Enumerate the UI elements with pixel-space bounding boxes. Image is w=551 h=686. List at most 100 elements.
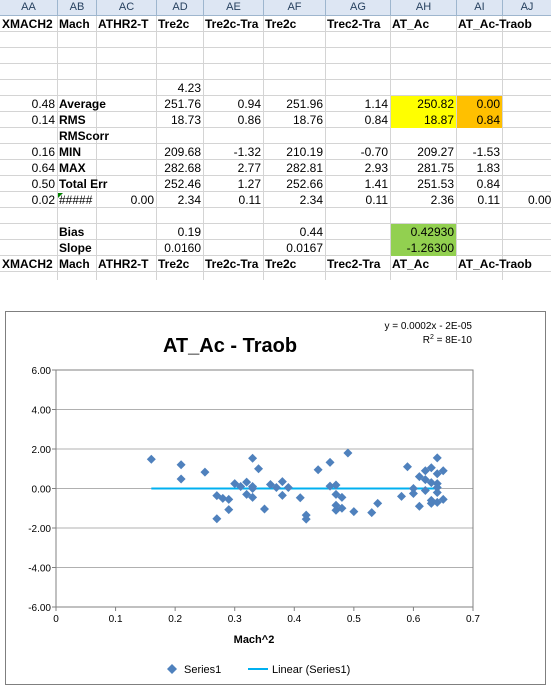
cell-ag6[interactable]: 1.14	[364, 97, 388, 111]
cell-ah6[interactable]: 250.82	[391, 96, 456, 112]
cell-aa7[interactable]: 0.14	[31, 113, 55, 127]
cell-ab10[interactable]: MAX	[59, 161, 86, 175]
cell-ag16[interactable]: Trec2-Tra	[327, 257, 381, 271]
cell-ae11[interactable]: 1.27	[237, 177, 261, 191]
cell-ad15[interactable]: 0.0160	[164, 241, 201, 255]
col-header-af[interactable]: AF	[264, 0, 326, 15]
cell-aj12[interactable]: 0.00	[528, 193, 551, 207]
cell-ag11[interactable]: 1.41	[364, 177, 388, 191]
cell-ai11[interactable]: 0.84	[476, 177, 500, 191]
cell-ah7[interactable]: 18.87	[391, 112, 456, 128]
cell-aa11[interactable]: 0.50	[31, 177, 55, 191]
cell-ab11[interactable]: Total Err	[59, 177, 108, 191]
cell-af14[interactable]: 0.44	[299, 225, 323, 239]
cell-ab12[interactable]: #####	[59, 193, 93, 207]
cell-ah14[interactable]: 0.42930	[391, 224, 456, 240]
cell-ag1[interactable]: Trec2-Tra	[327, 17, 381, 31]
spreadsheet-grid[interactable]	[0, 16, 551, 280]
cell-ab16[interactable]: Mach	[59, 257, 90, 271]
cell-af9[interactable]: 210.19	[286, 145, 323, 159]
cell-ai16[interactable]: AT_Ac-Traob	[458, 257, 532, 271]
cell-aa12[interactable]: 0.02	[31, 193, 55, 207]
cell-af7[interactable]: 18.76	[292, 113, 323, 127]
cell-aa6[interactable]: 0.48	[31, 97, 55, 111]
chart-container[interactable]: AT_Ac - Traob y = 0.0002x - 2E-05 R2 = 8…	[5, 311, 546, 685]
col-header-ab[interactable]: AB	[58, 0, 97, 15]
cell-ad9[interactable]: 209.68	[164, 145, 201, 159]
cell-ad11[interactable]: 252.46	[164, 177, 201, 191]
cell-ab6[interactable]: Average	[59, 97, 106, 111]
data-point	[408, 488, 418, 498]
cell-ad5[interactable]: 4.23	[177, 81, 201, 95]
data-point	[224, 494, 234, 504]
data-point	[331, 480, 341, 490]
cell-af12[interactable]: 2.34	[299, 193, 323, 207]
col-header-aj[interactable]: AJ	[520, 1, 534, 13]
cell-ag10[interactable]: 2.93	[364, 161, 388, 175]
cell-ae7[interactable]: 0.86	[237, 113, 261, 127]
cell-ah16[interactable]: AT_Ac	[392, 257, 430, 271]
cell-ae1[interactable]: Tre2c-Tra	[205, 17, 259, 31]
cell-aa10[interactable]: 0.64	[31, 161, 55, 175]
cell-ai9[interactable]: -1.53	[472, 145, 500, 159]
cell-af16[interactable]: Tre2c	[265, 257, 297, 271]
col-header-ad[interactable]: AD	[157, 0, 204, 15]
cell-aa9[interactable]: 0.16	[31, 145, 55, 159]
cell-ae16[interactable]: Tre2c-Tra	[205, 257, 259, 271]
cell-ab14[interactable]: Bias	[59, 225, 85, 239]
cell-ac16[interactable]: ATHR2-T	[98, 257, 149, 271]
cell-ab9[interactable]: MIN	[59, 145, 81, 159]
cell-ae10[interactable]: 2.77	[237, 161, 261, 175]
cell-ae6[interactable]: 0.94	[237, 97, 261, 111]
scatter-chart[interactable]: AT_Ac - Traob y = 0.0002x - 2E-05 R2 = 8…	[6, 312, 545, 684]
cell-ab8[interactable]: RMScorr	[59, 129, 110, 143]
cell-ah15[interactable]: -1.26300	[391, 240, 456, 256]
cell-ae12[interactable]: 0.11	[238, 193, 261, 207]
cell-ac1[interactable]: ATHR2-T	[98, 17, 149, 31]
col-header-ai[interactable]: AI	[457, 0, 503, 15]
cell-af1[interactable]: Tre2c	[265, 17, 297, 31]
col-header-ah[interactable]: AH	[391, 0, 457, 15]
cell-ai6[interactable]: 0.00	[457, 96, 502, 112]
cell-ag12[interactable]: 0.11	[365, 193, 388, 207]
cell-ae9[interactable]: -1.32	[233, 145, 261, 159]
cell-ad7[interactable]: 18.73	[170, 113, 201, 127]
cell-ah1[interactable]: AT_Ac	[392, 17, 430, 31]
cell-ad6[interactable]: 251.76	[164, 97, 201, 111]
cell-ab1[interactable]: Mach	[59, 17, 90, 31]
cell-ah9[interactable]: 209.27	[417, 145, 454, 159]
col-header-ae[interactable]: AE	[204, 0, 264, 15]
cell-aa16[interactable]: XMACH2	[2, 257, 53, 271]
legend-series-marker	[167, 664, 177, 674]
cell-ad14[interactable]: 0.19	[177, 225, 201, 239]
cell-af15[interactable]: 0.0167	[286, 241, 323, 255]
cell-ad16[interactable]: Tre2c	[158, 257, 190, 271]
cell-ai12[interactable]: 0.11	[477, 193, 500, 207]
gridline	[96, 16, 97, 280]
cell-ai7[interactable]: 0.84	[457, 112, 502, 128]
cell-ad12[interactable]: 2.34	[177, 193, 201, 207]
col-header-ac[interactable]: AC	[97, 0, 157, 15]
col-header-ag[interactable]: AG	[326, 0, 391, 15]
data-point	[254, 464, 264, 474]
cell-aa1[interactable]: XMACH2	[2, 17, 53, 31]
cell-ac12[interactable]: 0.00	[130, 193, 154, 207]
cell-ah10[interactable]: 281.75	[417, 161, 454, 175]
gridline	[0, 63, 551, 64]
cell-af10[interactable]: 282.81	[286, 161, 323, 175]
cell-ah12[interactable]: 2.36	[430, 193, 454, 207]
cell-ad1[interactable]: Tre2c	[158, 17, 190, 31]
cell-ab7[interactable]: RMS	[59, 113, 86, 127]
cell-ag7[interactable]: 0.84	[364, 113, 388, 127]
cell-af11[interactable]: 252.66	[286, 177, 323, 191]
legend[interactable]: Series1 Linear (Series1)	[167, 664, 350, 676]
col-header-aa[interactable]: AA	[0, 0, 58, 15]
cell-ah11[interactable]: 251.53	[417, 177, 454, 191]
cell-ai1[interactable]: AT_Ac-Traob	[458, 17, 532, 31]
cell-ai10[interactable]: 1.83	[476, 161, 500, 175]
cell-ad10[interactable]: 282.68	[164, 161, 201, 175]
cell-af6[interactable]: 251.96	[286, 97, 323, 111]
cell-ab15[interactable]: Slope	[59, 241, 92, 255]
cell-ag9[interactable]: -0.70	[360, 145, 388, 159]
data-point	[277, 477, 287, 487]
